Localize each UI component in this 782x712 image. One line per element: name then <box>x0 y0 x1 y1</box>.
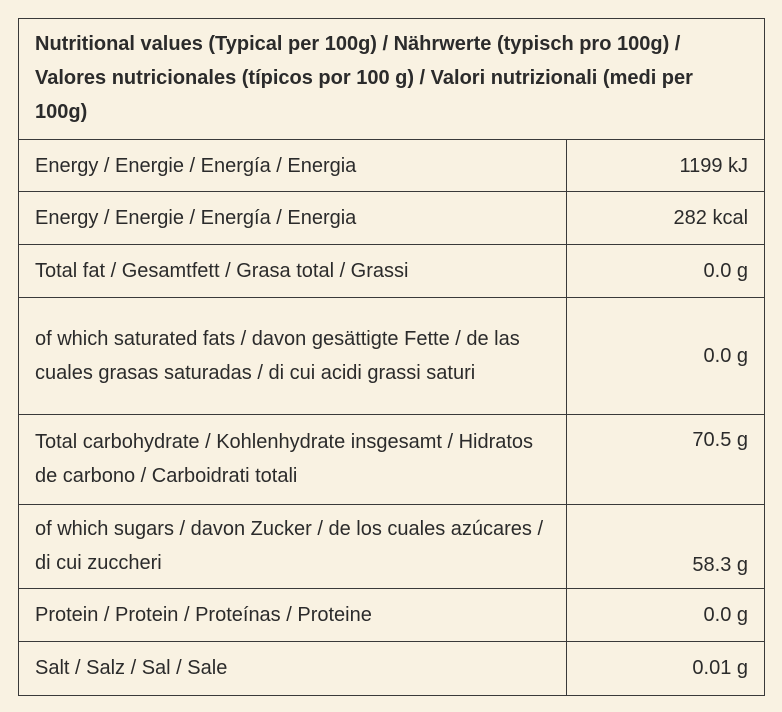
nutrient-value: 0.01 g <box>565 640 766 697</box>
nutrient-name: Energy / Energie / Energía / Energia <box>18 191 567 246</box>
nutrient-value: 0.0 g <box>565 244 766 299</box>
nutrient-name: Protein / Protein / Proteínas / Proteine <box>18 587 567 642</box>
nutrient-row: Total fat / Gesamtfett / Grasa total / G… <box>18 244 766 299</box>
table-body: Nutritional values (Typical per 100g) / … <box>17 17 766 697</box>
table-title: Nutritional values (Typical per 100g) / … <box>17 17 766 141</box>
nutrient-row: Protein / Protein / Proteínas / Proteine… <box>18 587 766 642</box>
nutrient-row: of which saturated fats / davon gesättig… <box>18 297 766 415</box>
nutrient-name: of which saturated fats / davon gesättig… <box>18 297 567 415</box>
nutrient-value: 0.0 g <box>565 297 766 415</box>
nutrition-panel: Nutritional values (Typical per 100g) / … <box>17 17 766 697</box>
nutrient-row: Salt / Salz / Sal / Sale 0.01 g <box>18 640 766 697</box>
nutrient-name: Energy / Energie / Energía / Energia <box>18 139 567 193</box>
nutrient-value: 70.5 g <box>565 413 766 505</box>
nutrient-row: Energy / Energie / Energía / Energia 1199… <box>18 139 766 193</box>
nutrient-value: 282 kcal <box>565 191 766 246</box>
nutrient-value: 0.0 g <box>565 587 766 642</box>
nutrient-row: of which sugars / davon Zucker / de los … <box>18 503 766 589</box>
nutrient-name: Salt / Salz / Sal / Sale <box>18 640 567 697</box>
nutrient-value: 58.3 g <box>565 503 766 589</box>
nutrient-name: of which sugars / davon Zucker / de los … <box>18 503 567 589</box>
nutrient-name: Total fat / Gesamtfett / Grasa total / G… <box>18 244 567 299</box>
nutrient-row: Energy / Energie / Energía / Energia 282 … <box>18 191 766 246</box>
nutrient-row: Total carbohydrate / Kohlenhydrate insge… <box>18 413 766 505</box>
nutrient-value: 1199 kJ <box>565 139 766 193</box>
nutrient-name: Total carbohydrate / Kohlenhydrate insge… <box>18 413 567 505</box>
header-row: Nutritional values (Typical per 100g) / … <box>17 17 766 141</box>
nutrition-table: Nutritional values (Typical per 100g) / … <box>17 17 766 697</box>
